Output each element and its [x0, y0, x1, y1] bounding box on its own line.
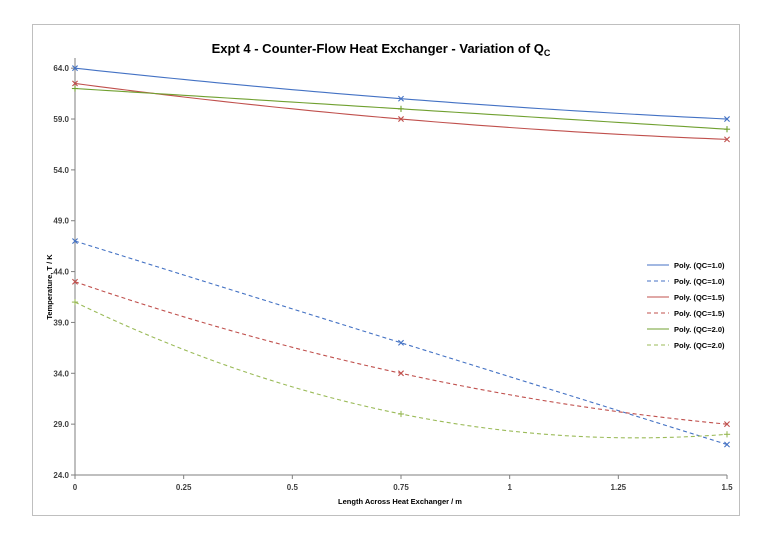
data-point-0-1 — [398, 95, 404, 102]
data-point-1-0 — [72, 238, 78, 245]
y-tick-label: 44.0 — [53, 268, 69, 277]
y-axis-title: Temperature, T / K — [45, 254, 54, 320]
y-tick-label: 34.0 — [53, 369, 69, 378]
data-point-2-1 — [398, 116, 404, 123]
marker-stroke — [398, 95, 404, 102]
chart-title-main: Expt 4 - Counter-Flow Heat Exchanger - V… — [212, 41, 544, 56]
data-point-5-0 — [71, 298, 79, 306]
plot-area: 24.0 29.0 34.0 39.0 44.0 49.0 54.0 59.0 64.0 0 0.2… — [53, 58, 733, 492]
legend: Poly. (QC=1.0) Poly. (QC=1.0) Poly. (QC=1.… — [647, 261, 725, 350]
chart-frame: Expt 4 - Counter-Flow Heat Exchanger - V… — [32, 24, 740, 516]
chart-svg: Expt 4 - Counter-Flow Heat Exchanger - V… — [45, 41, 733, 506]
data-point-3-1 — [398, 370, 404, 377]
y-tick-label: 29.0 — [53, 420, 69, 429]
series-line-5 — [74, 301, 728, 439]
data-point-5-1 — [397, 410, 405, 418]
data-point-2-2 — [724, 136, 730, 143]
marker-stroke — [724, 441, 730, 448]
series-line-1 — [74, 240, 728, 446]
marker-stroke — [72, 238, 78, 245]
legend-label-1: Poly. (QC=1.0) — [674, 277, 725, 286]
data-point-1-1 — [398, 339, 404, 346]
x-tick-label: 0 — [73, 483, 78, 492]
x-tick-label: 1.5 — [721, 483, 733, 492]
y-tick-label: 39.0 — [53, 318, 69, 327]
data-point-3-0 — [72, 278, 78, 285]
data-point-4-2 — [723, 126, 731, 133]
chart-title-subscript: C — [544, 48, 551, 58]
marker-stroke — [724, 116, 730, 123]
data-point-1-2 — [724, 441, 730, 448]
legend-label-4: Poly. (QC=2.0) — [674, 325, 725, 334]
x-tick-label: 1.25 — [611, 483, 627, 492]
data-point-5-2 — [723, 431, 731, 438]
data-point-0-2 — [724, 116, 730, 123]
x-axis-title: Length Across Heat Exchanger / m — [338, 497, 462, 506]
x-tick-label: 1 — [507, 483, 512, 492]
legend-label-3: Poly. (QC=1.5) — [674, 309, 725, 318]
legend-label-2: Poly. (QC=1.5) — [674, 293, 725, 302]
series-line-3 — [74, 281, 728, 425]
marker-stroke — [398, 339, 404, 346]
y-tick-label: 24.0 — [53, 471, 69, 480]
marker-stroke — [724, 421, 730, 428]
y-tick-label: 59.0 — [53, 115, 69, 124]
marker-stroke — [72, 80, 78, 87]
data-point-4-0 — [71, 85, 79, 92]
marker-stroke — [72, 278, 78, 285]
data-point-4-1 — [397, 105, 405, 112]
y-tick-label: 49.0 — [53, 217, 69, 226]
x-tick-label: 0.5 — [287, 483, 299, 492]
data-point-2-0 — [72, 80, 78, 87]
marker-stroke — [72, 65, 78, 72]
y-tick-label: 64.0 — [53, 64, 69, 73]
legend-label-0: Poly. (QC=1.0) — [674, 261, 725, 270]
marker-stroke — [724, 136, 730, 143]
chart-title: Expt 4 - Counter-Flow Heat Exchanger - V… — [212, 41, 551, 58]
marker-stroke — [398, 116, 404, 123]
data-point-3-2 — [724, 421, 730, 428]
x-tick-label: 0.75 — [393, 483, 409, 492]
marker-stroke — [398, 370, 404, 377]
legend-label-5: Poly. (QC=2.0) — [674, 341, 725, 350]
y-tick-label: 54.0 — [53, 166, 69, 175]
x-tick-label: 0.25 — [176, 483, 192, 492]
data-point-0-0 — [72, 65, 78, 72]
